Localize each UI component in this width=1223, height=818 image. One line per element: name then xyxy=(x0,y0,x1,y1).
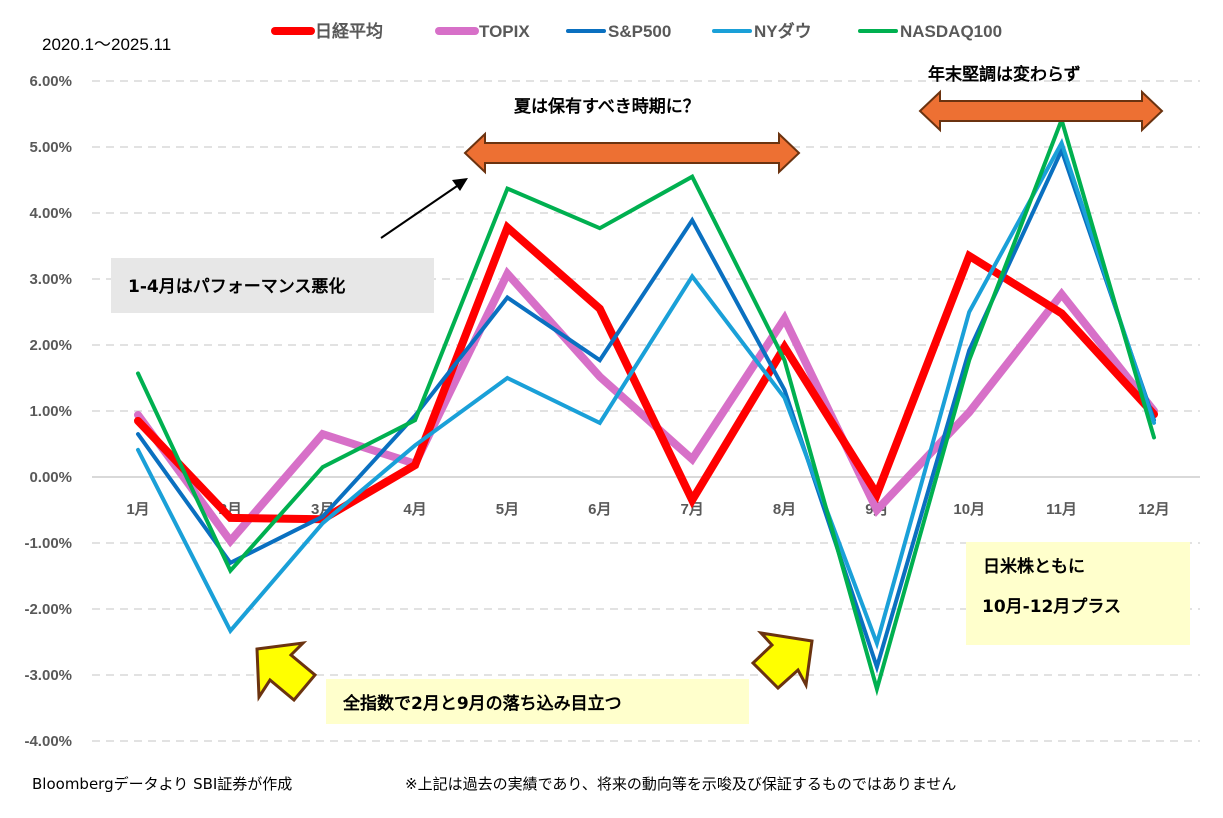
y-tick-label: 5.00% xyxy=(29,139,72,156)
x-tick-label: 7月 xyxy=(680,501,703,518)
x-tick-label: 4月 xyxy=(403,501,426,518)
series-line xyxy=(136,113,1156,697)
legend-item: TOPIX xyxy=(435,22,530,41)
y-tick-label: 6.00% xyxy=(29,73,72,90)
legend-label: 日経平均 xyxy=(315,21,383,41)
x-tick-label: 11月 xyxy=(1046,501,1077,518)
pointer-arrow-icon xyxy=(380,178,468,239)
annotation-box-drops xyxy=(326,679,749,724)
x-tick-label: 10月 xyxy=(953,501,985,518)
series-NYダウ xyxy=(136,137,1156,650)
annotation-q4-line2: 10月-12月プラス xyxy=(982,596,1121,617)
legend-item: S&P500 xyxy=(566,22,671,41)
x-tick-label: 1月 xyxy=(126,501,149,518)
legend-label: S&P500 xyxy=(608,22,671,41)
y-tick-label: 3.00% xyxy=(29,271,72,288)
annotation-drops: 全指数で2月と9月の落ち込み目立つ xyxy=(342,693,622,714)
legend-label: NYダウ xyxy=(754,21,812,41)
annotation-jan-apr: 1-4月はパフォーマンス悪化 xyxy=(128,276,345,297)
y-tick-label: -4.00% xyxy=(24,733,72,750)
footer-disclaimer: ※上記は過去の実績であり、将来の動向等を示唆及び保証するものではありません xyxy=(405,775,956,793)
x-tick-label: 12月 xyxy=(1138,501,1170,518)
annotation-box-q4 xyxy=(966,542,1190,645)
yellow-arrow-right-icon xyxy=(750,630,814,691)
y-tick-label: 1.00% xyxy=(29,403,72,420)
y-axis: 6.00% 5.00% 4.00% 3.00% 2.00% 1.00% 0.00% -1.00… xyxy=(24,73,72,750)
series-line xyxy=(134,220,1158,524)
y-tick-label: 2.00% xyxy=(29,337,72,354)
footer-source: Bloombergデータより SBI証券が作成 xyxy=(32,775,292,793)
y-tick-label: 4.00% xyxy=(29,205,72,222)
legend-item: NYダウ xyxy=(712,21,812,41)
legend-item: 日経平均 xyxy=(271,21,383,41)
double-arrow-summer xyxy=(463,131,801,175)
yellow-arrow-left-icon xyxy=(255,640,318,703)
series-line xyxy=(134,266,1158,548)
annotation-year-end: 年末堅調は変わらず xyxy=(928,64,1081,85)
double-arrow-year-end xyxy=(918,89,1164,133)
annotation-summer: 夏は保有すべき時期に？ xyxy=(514,96,700,117)
legend-label: NASDAQ100 xyxy=(900,22,1002,41)
y-tick-label: -2.00% xyxy=(24,601,72,618)
series xyxy=(134,113,1158,697)
x-tick-label: 8月 xyxy=(773,501,796,518)
legend-item: NASDAQ100 xyxy=(858,22,1002,41)
y-tick-label: -1.00% xyxy=(24,535,72,552)
series-line xyxy=(136,137,1156,650)
legend-label: TOPIX xyxy=(479,22,530,41)
x-tick-label: 5月 xyxy=(496,501,519,518)
series-日経平均 xyxy=(134,220,1158,524)
annotation-q4-line1: 日米株ともに xyxy=(983,556,1085,577)
x-tick-label: 6月 xyxy=(588,501,611,518)
legend: 日経平均 TOPIX S&P500 NYダウ NASDAQ100 xyxy=(271,21,1002,41)
y-tick-label: -3.00% xyxy=(24,667,72,684)
period-label: 2020.1〜2025.11 xyxy=(42,35,171,54)
y-tick-label: 0.00% xyxy=(29,469,72,486)
series-TOPIX xyxy=(134,266,1158,548)
annotation-box-jan-apr xyxy=(111,258,434,313)
